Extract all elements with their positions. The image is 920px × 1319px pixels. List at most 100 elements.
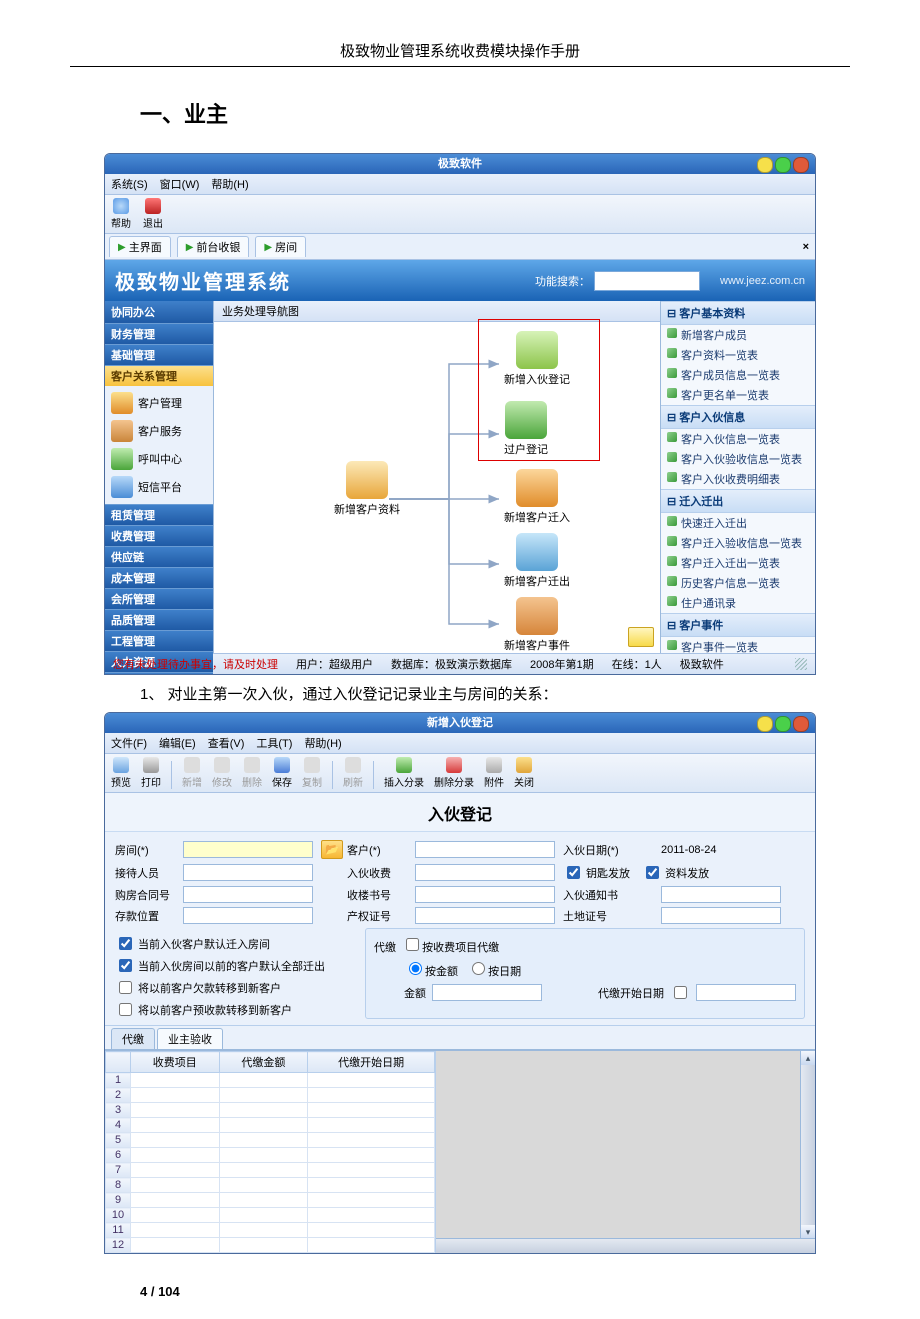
minimize-icon[interactable] <box>757 716 773 732</box>
room-field[interactable] <box>183 841 313 858</box>
table-row[interactable]: 4 <box>106 1118 435 1133</box>
menu-view[interactable]: 查看(V) <box>208 735 245 751</box>
insert-row-button[interactable]: 插入分录 <box>384 757 424 789</box>
radio-by-date[interactable] <box>472 962 485 975</box>
rp-link[interactable]: 客户迁入验收信息一览表 <box>661 533 815 553</box>
cb-default-movein[interactable] <box>119 937 132 950</box>
node-customer-event[interactable]: 新增客户事件 <box>504 597 570 653</box>
print-button[interactable]: 打印 <box>141 757 161 789</box>
fee-field[interactable] <box>415 864 555 881</box>
tab-rooms[interactable]: ▶房间 <box>255 236 306 257</box>
menu-edit[interactable]: 编辑(E) <box>159 735 196 751</box>
nav-group-basic[interactable]: 基础管理 <box>105 344 213 365</box>
table-row[interactable]: 7 <box>106 1163 435 1178</box>
node-transfer[interactable]: 过户登记 <box>504 401 548 457</box>
delete-row-button[interactable]: 删除分录 <box>434 757 474 789</box>
table-row[interactable]: 9 <box>106 1193 435 1208</box>
nav-group-cost[interactable]: 成本管理 <box>105 567 213 588</box>
table-row[interactable]: 10 <box>106 1208 435 1223</box>
rp-link[interactable]: 客户入伙信息一览表 <box>661 429 815 449</box>
cb-transfer-prepay[interactable] <box>119 1003 132 1016</box>
table-row[interactable]: 2 <box>106 1088 435 1103</box>
nav-group-collab[interactable]: 协同办公 <box>105 301 213 323</box>
nav-item-call-center[interactable]: 呼叫中心 <box>105 445 213 473</box>
search-input[interactable] <box>594 271 700 291</box>
close-icon[interactable] <box>793 716 809 732</box>
table-row[interactable]: 8 <box>106 1178 435 1193</box>
book-field[interactable] <box>415 886 555 903</box>
cb-transfer-debt[interactable] <box>119 981 132 994</box>
node-move-out[interactable]: 新增客户迁出 <box>504 533 570 589</box>
node-new-occupancy[interactable]: 新增入伙登记 <box>504 331 570 387</box>
nav-group-analysis[interactable]: 经营分析 <box>105 672 213 675</box>
tab-proxy[interactable]: 代缴 <box>111 1028 155 1049</box>
maximize-icon[interactable] <box>775 157 791 173</box>
proxy-start-field[interactable] <box>696 984 796 1001</box>
tab-close-icon[interactable]: × <box>803 241 809 253</box>
rp-link[interactable]: 客户成员信息一览表 <box>661 365 815 385</box>
room-lookup-icon[interactable]: 📂 <box>321 840 343 859</box>
vertical-scrollbar[interactable]: ▴▾ <box>800 1051 815 1239</box>
preview-button[interactable]: 预览 <box>111 757 131 789</box>
nav-group-quality[interactable]: 品质管理 <box>105 609 213 630</box>
table-row[interactable]: 3 <box>106 1103 435 1118</box>
rp-link[interactable]: 快速迁入迁出 <box>661 513 815 533</box>
store-field[interactable] <box>183 907 313 924</box>
menu-system[interactable]: 系统(S) <box>111 176 148 192</box>
mail-icon[interactable] <box>628 627 654 647</box>
close-icon[interactable] <box>793 157 809 173</box>
land-field[interactable] <box>661 907 781 924</box>
cb-default-moveout[interactable] <box>119 959 132 972</box>
menu-window[interactable]: 窗口(W) <box>160 176 200 192</box>
resize-grip-icon[interactable] <box>795 658 807 670</box>
table-row[interactable]: 5 <box>106 1133 435 1148</box>
nav-item-sms[interactable]: 短信平台 <box>105 473 213 501</box>
cb-proxy-start[interactable] <box>674 986 687 999</box>
radio-by-amount[interactable] <box>409 962 422 975</box>
table-row[interactable]: 6 <box>106 1148 435 1163</box>
menu-tool[interactable]: 工具(T) <box>256 735 292 751</box>
minimize-icon[interactable] <box>757 157 773 173</box>
rp-link[interactable]: 客户资料一览表 <box>661 345 815 365</box>
table-row[interactable]: 1 <box>106 1073 435 1088</box>
customer-field[interactable] <box>415 841 555 858</box>
table-row[interactable]: 12 <box>106 1238 435 1253</box>
rp-link[interactable]: 历史客户信息一览表 <box>661 573 815 593</box>
nav-group-crm[interactable]: 客户关系管理 <box>105 365 213 386</box>
rp-link[interactable]: 客户入伙验收信息一览表 <box>661 449 815 469</box>
doc-checkbox[interactable] <box>646 866 659 879</box>
nav-group-project[interactable]: 工程管理 <box>105 630 213 651</box>
close-button[interactable]: 关闭 <box>514 757 534 789</box>
rp-link[interactable]: 客户更名单一览表 <box>661 385 815 405</box>
save-button[interactable]: 保存 <box>272 757 292 789</box>
notice-field[interactable] <box>661 886 781 903</box>
key-checkbox[interactable] <box>567 866 580 879</box>
menu-help[interactable]: 帮助(H) <box>304 735 341 751</box>
cert-field[interactable] <box>415 907 555 924</box>
contract-field[interactable] <box>183 886 313 903</box>
nav-group-club[interactable]: 会所管理 <box>105 588 213 609</box>
nav-item-customer-mgmt[interactable]: 客户管理 <box>105 389 213 417</box>
maximize-icon[interactable] <box>775 716 791 732</box>
menu-help[interactable]: 帮助(H) <box>211 176 248 192</box>
menu-file[interactable]: 文件(F) <box>111 735 147 751</box>
horizontal-scrollbar[interactable] <box>436 1238 815 1253</box>
tab-main[interactable]: ▶主界面 <box>109 236 171 257</box>
tab-owner-accept[interactable]: 业主验收 <box>157 1028 223 1049</box>
table-row[interactable]: 11 <box>106 1223 435 1238</box>
status-pending[interactable]: 您有未处理待办事宜，请及时处理 <box>113 656 278 672</box>
nav-group-finance[interactable]: 财务管理 <box>105 323 213 344</box>
cb-proxy-by-item[interactable] <box>406 938 419 951</box>
rp-link[interactable]: 住户通讯录 <box>661 593 815 613</box>
amount-field[interactable] <box>432 984 542 1001</box>
rp-link[interactable]: 客户事件一览表 <box>661 637 815 653</box>
tab-front-cashier[interactable]: ▶前台收银 <box>177 236 250 257</box>
nav-group-fee[interactable]: 收费管理 <box>105 525 213 546</box>
rp-link[interactable]: 客户迁入迁出一览表 <box>661 553 815 573</box>
exit-button[interactable]: 退出 <box>143 198 163 230</box>
nav-group-lease[interactable]: 租赁管理 <box>105 504 213 525</box>
help-button[interactable]: 帮助 <box>111 198 131 230</box>
node-new-customer[interactable]: 新增客户资料 <box>334 461 400 517</box>
receiver-field[interactable] <box>183 864 313 881</box>
rp-link[interactable]: 客户入伙收费明细表 <box>661 469 815 489</box>
